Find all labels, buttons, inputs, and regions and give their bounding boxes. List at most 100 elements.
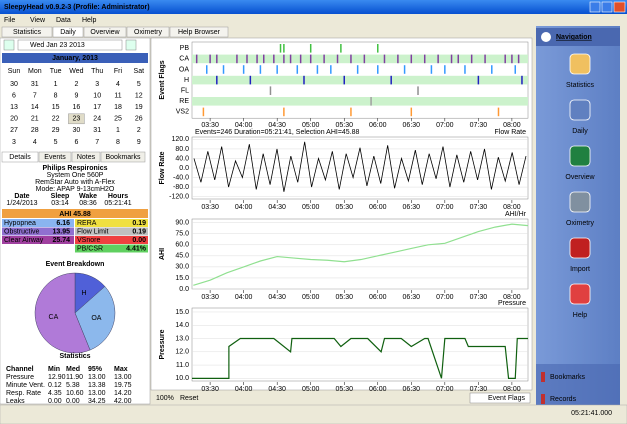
calendar-day[interactable]: 19 xyxy=(135,104,143,111)
nav-item[interactable]: Oximetry xyxy=(566,220,595,227)
calendar-day[interactable]: 31 xyxy=(93,127,101,134)
calendar-day[interactable]: 17 xyxy=(93,104,101,111)
calendar-day[interactable]: 27 xyxy=(10,127,18,134)
detail-tab-label[interactable]: Bookmarks xyxy=(105,154,141,161)
nav-item[interactable]: Import xyxy=(570,266,590,273)
nav-icon[interactable] xyxy=(569,191,591,213)
detail-tab-label[interactable]: Details xyxy=(9,154,31,161)
series-line xyxy=(193,223,529,286)
calendar-day[interactable]: 5 xyxy=(54,139,58,146)
calendar-day[interactable]: 15 xyxy=(52,104,60,111)
next-day[interactable] xyxy=(125,39,137,51)
tab[interactable] xyxy=(169,26,229,38)
calendar-day[interactable]: 9 xyxy=(74,92,78,99)
calendar-day[interactable]: 16 xyxy=(73,104,81,111)
calendar-day[interactable]: 29 xyxy=(52,127,60,134)
nav-item[interactable]: Statistics xyxy=(566,82,595,89)
calendar-day[interactable]: 7 xyxy=(33,92,37,99)
detail-tab[interactable] xyxy=(100,151,146,163)
calendar-day[interactable]: 4 xyxy=(116,81,120,88)
menu-item[interactable]: View xyxy=(30,17,46,24)
calendar-day[interactable]: 11 xyxy=(114,92,121,99)
menu-item[interactable]: Help xyxy=(82,17,97,24)
calendar-day[interactable]: 3 xyxy=(95,81,99,88)
pie-label: CA xyxy=(49,314,59,321)
weekday: Wed xyxy=(69,68,83,75)
flags-dropdown[interactable] xyxy=(469,392,531,404)
reset-button[interactable]: Reset xyxy=(180,395,198,402)
calendar-day[interactable]: 21 xyxy=(31,116,39,123)
detail-tab-label[interactable]: Events xyxy=(44,154,66,161)
session-value: 05:21:41 xyxy=(104,200,131,207)
calendar-day[interactable]: 13 xyxy=(10,104,18,111)
plot-corner-label: Pressure xyxy=(498,300,526,307)
calendar-day[interactable]: 5 xyxy=(137,81,141,88)
calendar-day[interactable]: 9 xyxy=(137,139,141,146)
calendar-day[interactable]: 23 xyxy=(73,116,81,123)
pie-label: OA xyxy=(91,315,101,322)
calendar-day[interactable]: 6 xyxy=(12,92,16,99)
menu-item[interactable]: Data xyxy=(56,17,71,24)
x-tick-label: 05:00 xyxy=(302,122,320,129)
tab[interactable] xyxy=(126,26,170,38)
calendar-day[interactable]: 28 xyxy=(31,127,39,134)
calendar-day[interactable]: 12 xyxy=(135,92,143,99)
calendar-day[interactable]: 30 xyxy=(10,81,18,88)
calendar-day[interactable]: 7 xyxy=(95,139,99,146)
stats-cell: Pressure xyxy=(6,374,34,381)
minimize[interactable] xyxy=(589,1,601,13)
tab-label[interactable]: Daily xyxy=(60,29,76,36)
nav-icon[interactable] xyxy=(569,283,591,305)
calendar-day[interactable]: 20 xyxy=(10,116,18,123)
calendar-day[interactable]: 14 xyxy=(31,104,39,111)
tab[interactable] xyxy=(83,26,127,38)
nav-bottom-item[interactable]: Records xyxy=(550,396,577,403)
calendar-day[interactable]: 24 xyxy=(93,116,101,123)
nav-item[interactable]: Overview xyxy=(565,174,595,181)
maximize[interactable] xyxy=(601,1,613,13)
calendar-day[interactable]: 1 xyxy=(54,81,58,88)
calendar-day[interactable]: 1 xyxy=(116,127,120,134)
nav-icon[interactable] xyxy=(569,53,591,75)
calendar-day[interactable]: 10 xyxy=(93,92,101,99)
calendar-day[interactable]: 8 xyxy=(54,92,58,99)
tab-label[interactable]: Help Browser xyxy=(178,29,221,36)
calendar-day[interactable]: 30 xyxy=(73,127,81,134)
calendar-day[interactable]: 22 xyxy=(52,116,60,123)
calendar-day[interactable]: 25 xyxy=(114,116,122,123)
flags-dropdown-label[interactable]: Event Flags xyxy=(488,395,525,402)
machine-info: Philips Respironics xyxy=(43,165,108,172)
x-tick-label: 07:30 xyxy=(470,122,488,129)
detail-tab-label[interactable]: Notes xyxy=(77,154,96,161)
detail-tab[interactable] xyxy=(38,151,72,163)
calendar-day[interactable]: 18 xyxy=(114,104,122,111)
nav-icon[interactable] xyxy=(569,145,591,167)
calendar-day[interactable]: 2 xyxy=(74,81,78,88)
x-tick-label: 03:30 xyxy=(201,386,219,393)
detail-tab[interactable] xyxy=(1,151,39,163)
tab-label[interactable]: Overview xyxy=(90,29,120,36)
nav-item[interactable]: Help xyxy=(573,312,588,319)
menu-item[interactable]: File xyxy=(4,17,15,24)
close[interactable] xyxy=(613,1,626,13)
nav-icon[interactable] xyxy=(569,99,591,121)
detail-tab[interactable] xyxy=(71,151,101,163)
calendar-day[interactable]: 31 xyxy=(31,81,39,88)
nav-icon[interactable] xyxy=(569,237,591,259)
calendar-day[interactable]: 2 xyxy=(137,127,141,134)
stats-cell: 42.00 xyxy=(114,398,132,405)
nav-item[interactable]: Daily xyxy=(572,128,588,135)
calendar-day[interactable]: 3 xyxy=(12,139,16,146)
calendar-day[interactable]: 8 xyxy=(116,139,120,146)
nav-bottom-item[interactable]: Bookmarks xyxy=(550,374,586,381)
tab-label[interactable]: Oximetry xyxy=(134,29,163,36)
tab-label[interactable]: Statistics xyxy=(13,29,42,36)
stats-title: Statistics xyxy=(59,353,90,360)
tab[interactable] xyxy=(52,26,84,38)
calendar-day[interactable]: 26 xyxy=(135,116,143,123)
calendar-day[interactable]: 6 xyxy=(74,139,78,146)
tab[interactable] xyxy=(1,26,53,38)
prev-day[interactable] xyxy=(3,39,15,51)
calendar-day[interactable]: 4 xyxy=(33,139,37,146)
